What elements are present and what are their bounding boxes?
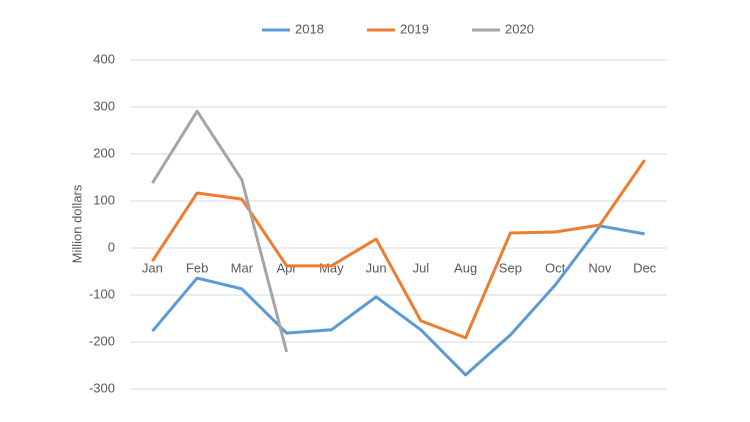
x-tick-label: Jan: [142, 260, 163, 275]
x-tick-label: Jun: [366, 260, 387, 275]
series-line: [151, 224, 645, 377]
x-tick-label: Dec: [633, 260, 657, 275]
x-tick-label: Sep: [499, 260, 522, 275]
x-tick-label: Feb: [186, 260, 208, 275]
x-tick-label: Oct: [545, 260, 566, 275]
x-tick-label: Nov: [588, 260, 612, 275]
y-tick-label: 0: [108, 239, 115, 254]
series-line: [151, 109, 289, 353]
y-tick-label: 300: [93, 98, 115, 113]
y-tick-label: -100: [89, 286, 115, 301]
x-tick-label: Apr: [277, 260, 298, 275]
legend-label: 2018: [295, 21, 324, 36]
y-tick-label: 200: [93, 145, 115, 160]
y-tick-label: 100: [93, 192, 115, 207]
y-tick-label: -200: [89, 333, 115, 348]
legend-label: 2019: [400, 21, 429, 36]
y-tick-label: 400: [93, 51, 115, 66]
x-tick-label: Aug: [454, 260, 477, 275]
x-tick-label: May: [319, 260, 344, 275]
x-tick-label: Jul: [413, 260, 430, 275]
series-line: [151, 159, 646, 340]
x-tick-label: Mar: [231, 260, 254, 275]
y-tick-label: -300: [89, 380, 115, 395]
legend-label: 2020: [505, 21, 534, 36]
y-axis-label: Million dollars: [69, 184, 84, 263]
